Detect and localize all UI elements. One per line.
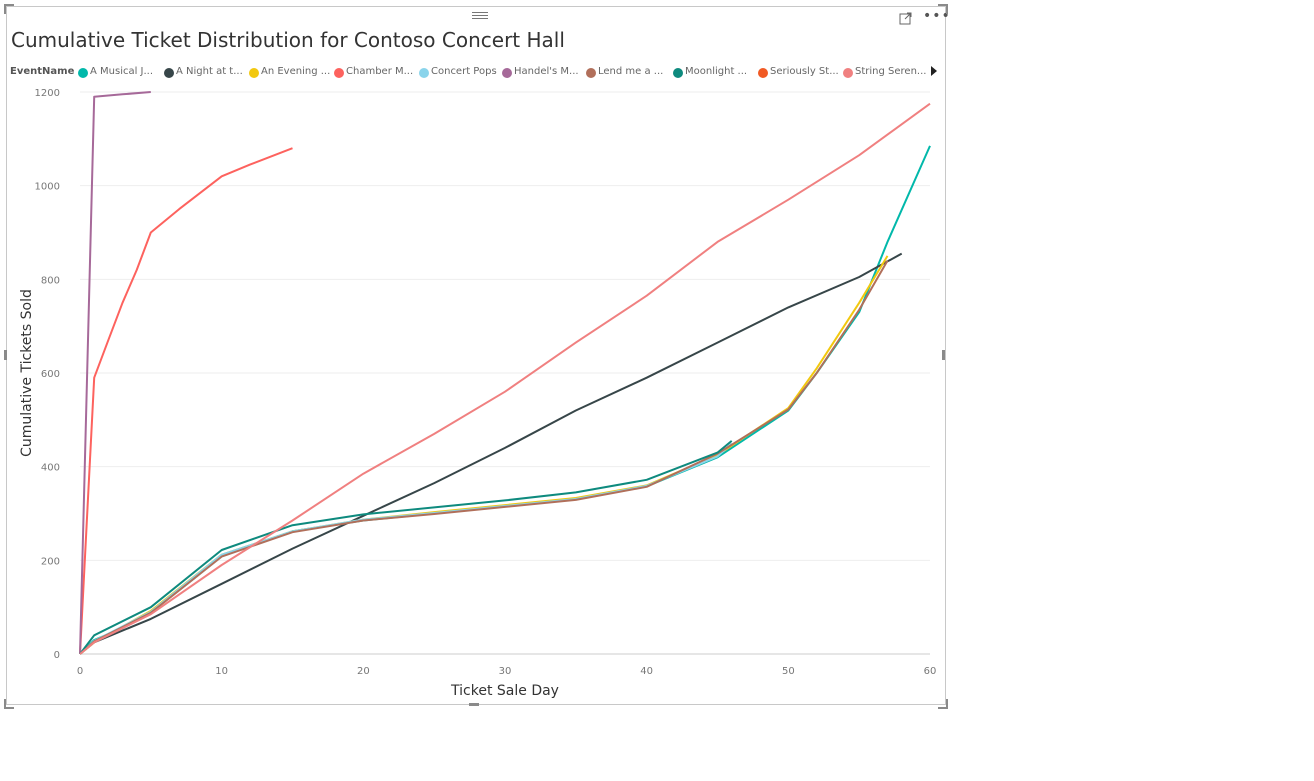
resize-handle-left[interactable] bbox=[4, 350, 7, 360]
legend-marker bbox=[419, 68, 429, 78]
y-tick-label: 600 bbox=[41, 369, 60, 380]
y-tick-label: 200 bbox=[41, 556, 60, 567]
resize-corner-bottom-right[interactable] bbox=[938, 699, 948, 709]
focus-mode-icon[interactable] bbox=[899, 11, 913, 25]
y-tick-label: 800 bbox=[41, 275, 60, 286]
legend-title: EventName bbox=[10, 66, 75, 77]
legend-label: A Night at t... bbox=[176, 66, 243, 77]
legend-label: An Evening ... bbox=[261, 66, 331, 77]
legend-marker bbox=[334, 68, 344, 78]
legend-marker bbox=[78, 68, 88, 78]
y-tick-label: 400 bbox=[41, 463, 60, 474]
series-line[interactable] bbox=[79, 145, 931, 655]
chart-title: Cumulative Ticket Distribution for Conto… bbox=[11, 28, 565, 52]
line-chart: 0 200 400 600 800 1000 1200 0 10 20 30 40 50 60 Ticket… bbox=[19, 88, 937, 699]
more-options-icon[interactable]: ••• bbox=[923, 8, 951, 24]
legend-marker bbox=[758, 68, 768, 78]
legend-marker bbox=[249, 68, 259, 78]
legend-label: Handel's M... bbox=[514, 66, 579, 77]
legend-marker bbox=[586, 68, 596, 78]
drag-grip-icon[interactable] bbox=[472, 10, 488, 20]
x-tick-label: 20 bbox=[357, 666, 370, 677]
x-tick-label: 40 bbox=[640, 666, 653, 677]
series-line[interactable] bbox=[79, 260, 889, 655]
legend-label: Chamber M... bbox=[346, 66, 414, 77]
x-axis-title: Ticket Sale Day bbox=[450, 683, 559, 699]
x-tick-label: 50 bbox=[782, 666, 795, 677]
resize-corner-top-left[interactable] bbox=[4, 4, 14, 14]
resize-handle-right[interactable] bbox=[942, 350, 945, 360]
y-tick-label: 1200 bbox=[35, 88, 60, 99]
x-tick-label: 10 bbox=[215, 666, 228, 677]
y-tick-label: 1000 bbox=[35, 182, 60, 193]
legend-label: Seriously St... bbox=[770, 66, 839, 77]
series-line[interactable] bbox=[79, 252, 903, 655]
legend-next-arrow-icon[interactable] bbox=[931, 66, 937, 76]
x-tick-label: 60 bbox=[924, 666, 937, 677]
chart-visual-container[interactable]: ••• Cumulative Ticket Distribution for C… bbox=[6, 6, 950, 705]
legend-marker bbox=[843, 68, 853, 78]
legend-label: Lend me a ... bbox=[598, 66, 664, 77]
y-axis-title: Cumulative Tickets Sold bbox=[19, 289, 35, 457]
legend-marker bbox=[673, 68, 683, 78]
legend-label: Concert Pops bbox=[431, 66, 497, 77]
x-tick-label: 30 bbox=[499, 666, 512, 677]
legend-label: Moonlight ... bbox=[685, 66, 748, 77]
legend-label: String Seren... bbox=[855, 66, 927, 77]
legend-label: A Musical J... bbox=[90, 66, 154, 77]
x-tick-label: 0 bbox=[77, 666, 83, 677]
series-line[interactable] bbox=[79, 147, 293, 655]
legend-marker bbox=[164, 68, 174, 78]
y-tick-label: 0 bbox=[54, 650, 60, 661]
series-line[interactable] bbox=[79, 442, 733, 655]
series-line[interactable] bbox=[79, 91, 151, 655]
resize-corner-top-right[interactable] bbox=[938, 4, 948, 14]
resize-corner-bottom-left[interactable] bbox=[4, 699, 14, 709]
resize-handle-bottom[interactable] bbox=[469, 703, 479, 706]
legend-marker bbox=[502, 68, 512, 78]
series-line[interactable] bbox=[79, 102, 931, 655]
series-line[interactable] bbox=[79, 440, 733, 655]
